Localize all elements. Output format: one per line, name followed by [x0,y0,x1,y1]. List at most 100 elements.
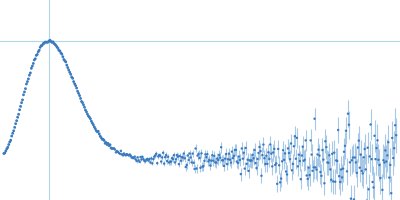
Point [73,86,80,90]
Point [184,163,190,167]
Point [61,58,67,61]
Point [150,157,156,161]
Point [174,153,180,157]
Point [64,66,71,69]
Point [206,158,212,161]
Point [221,164,227,168]
Point [281,158,287,161]
Point [182,165,189,169]
Point [57,49,63,53]
Point [171,154,177,157]
Point [119,153,125,156]
Point [122,153,128,156]
Point [76,94,83,97]
Point [209,154,216,157]
Point [153,152,160,155]
Point [204,153,210,156]
Point [253,166,260,170]
Point [92,127,98,130]
Point [271,147,278,150]
Point [252,162,259,165]
Point [213,161,220,164]
Point [175,155,181,158]
Point [390,156,396,160]
Point [110,147,116,150]
Point [240,157,246,160]
Point [116,151,122,155]
Point [335,128,341,132]
Point [270,151,276,154]
Point [192,147,199,150]
Point [89,121,96,125]
Point [240,151,247,154]
Point [298,178,304,181]
Point [211,154,218,157]
Point [283,170,289,173]
Point [276,164,282,167]
Point [128,154,134,157]
Point [368,158,375,161]
Point [172,161,178,164]
Point [302,139,309,142]
Point [212,161,218,164]
Point [56,49,62,52]
Point [31,58,38,62]
Point [255,151,262,155]
Point [136,160,143,163]
Point [311,117,318,120]
Point [383,160,390,163]
Point [366,155,373,158]
Point [336,175,342,178]
Point [46,39,52,43]
Point [277,181,283,184]
Point [203,156,210,159]
Point [321,182,328,185]
Point [346,123,352,126]
Point [323,146,330,149]
Point [164,160,170,163]
Point [360,156,367,159]
Point [319,148,326,152]
Point [393,134,399,137]
Point [220,159,226,162]
Point [58,51,64,55]
Point [235,161,241,165]
Point [234,160,240,163]
Point [120,152,127,155]
Point [115,150,121,153]
Point [36,49,42,52]
Point [37,46,44,49]
Point [364,199,370,200]
Point [306,173,313,177]
Point [258,174,265,177]
Point [169,156,175,160]
Point [82,108,89,112]
Point [201,159,208,162]
Point [14,119,20,122]
Point [289,169,295,172]
Point [202,153,209,156]
Point [188,156,194,159]
Point [91,125,98,129]
Point [32,57,38,60]
Point [313,168,320,171]
Point [120,154,126,157]
Point [186,152,193,155]
Point [18,101,25,104]
Point [308,153,315,156]
Point [170,158,176,161]
Point [328,178,334,181]
Point [19,98,26,101]
Point [148,157,154,160]
Point [4,147,10,150]
Point [256,145,263,149]
Point [54,45,60,48]
Point [6,140,13,144]
Point [268,152,274,155]
Point [225,158,231,161]
Point [74,90,81,93]
Point [275,147,281,151]
Point [62,60,69,64]
Point [282,152,288,155]
Point [70,80,77,83]
